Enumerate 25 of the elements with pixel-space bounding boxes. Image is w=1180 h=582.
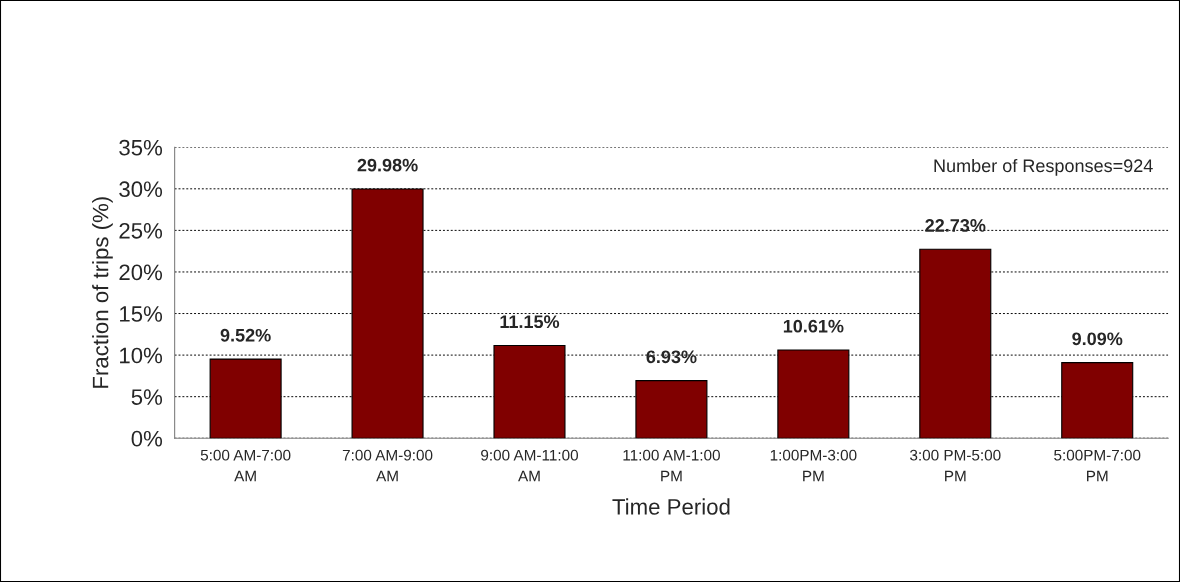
annotation: Number of Responses=924 — [934, 158, 1153, 176]
y-tick-label: 35% — [119, 139, 163, 156]
data-label: 29.98% — [357, 158, 418, 172]
x-axis-title: Time Period — [612, 498, 730, 515]
y-axis-title: Fraction of trips (%) — [92, 197, 113, 388]
y-tick-label: 10% — [120, 347, 163, 364]
y-tick-label: 20% — [119, 264, 163, 281]
data-label: 10.61% — [783, 319, 844, 333]
data-label: 9.09% — [1072, 332, 1123, 346]
data-label: 6.93% — [646, 350, 697, 364]
data-label: 22.73% — [925, 219, 986, 232]
y-tick-label: 30% — [119, 181, 163, 198]
x-tick-label: 7:00 AM-9:00 AM — [342, 449, 433, 482]
y-tick-label: 0% — [131, 430, 163, 447]
y-tick-label: 15% — [120, 306, 163, 322]
data-label: 11.15% — [500, 315, 560, 329]
x-tick-label: 9:00 AM-11:00 AM — [481, 449, 579, 482]
y-tick-label: 25% — [119, 222, 163, 239]
x-tick-label: 1:00PM-3:00 PM — [770, 449, 857, 482]
data-label: 9.52% — [220, 328, 271, 342]
x-tick-label: 3:00 PM-5:00 PM — [910, 449, 1001, 482]
x-tick-label: 11:00 AM-1:00 PM — [623, 449, 720, 482]
x-tick-label: 5:00PM-7:00 PM — [1054, 449, 1141, 482]
y-tick-label: 5% — [131, 389, 163, 405]
x-tick-label: 5:00 AM-7:00 AM — [200, 449, 291, 482]
